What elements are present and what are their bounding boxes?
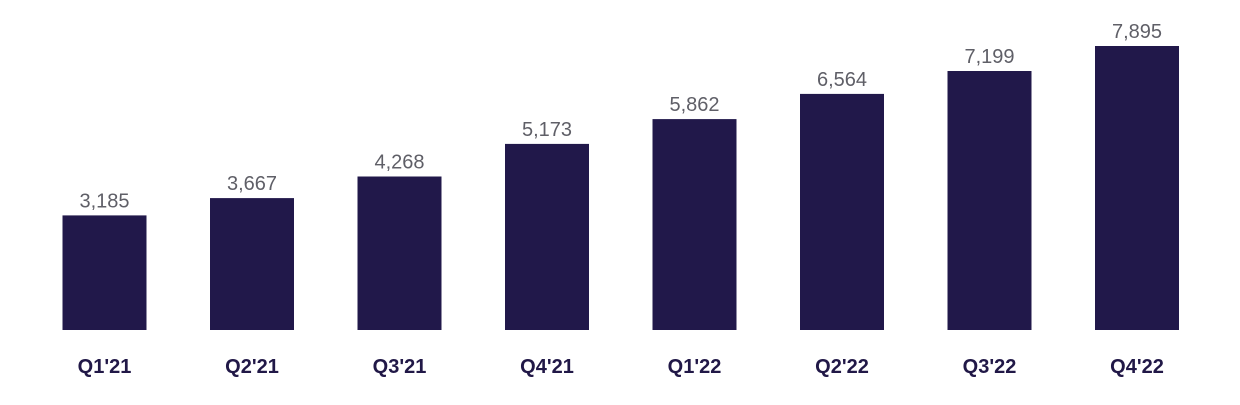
category-tick-label: Q3'22 [963, 356, 1017, 378]
bar-value-label: 5,173 [522, 119, 572, 141]
category-tick-label: Q2'22 [815, 356, 869, 378]
bar-value-label: 7,199 [964, 46, 1014, 68]
category-tick-label: Q3'21 [373, 356, 427, 378]
category-tick-label: Q2'21 [225, 356, 279, 378]
bar-value-label: 6,564 [817, 69, 867, 91]
bar-2 [357, 176, 442, 330]
bar-3 [505, 143, 589, 330]
bar-7 [1095, 46, 1179, 330]
bar-value-label: 5,862 [669, 94, 719, 116]
category-tick-label: Q4'22 [1110, 356, 1164, 378]
bar-value-label: 7,895 [1112, 21, 1162, 43]
bar-value-label: 4,268 [374, 152, 424, 174]
bar-1 [210, 198, 294, 330]
category-tick-label: Q4'21 [520, 356, 574, 378]
bar-5 [800, 93, 884, 331]
category-tick-label: Q1'22 [668, 356, 722, 378]
bar-value-label: 3,185 [79, 190, 129, 212]
bar-6 [947, 71, 1032, 330]
bar-4 [652, 119, 737, 330]
bar-value-label: 3,667 [227, 173, 277, 195]
bar-0 [62, 215, 147, 330]
category-tick-label: Q1'21 [78, 356, 132, 378]
